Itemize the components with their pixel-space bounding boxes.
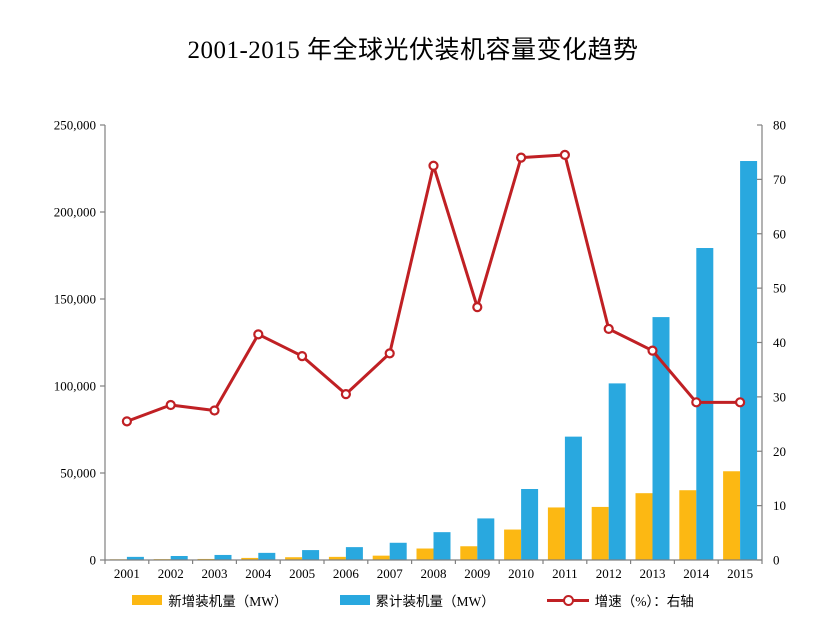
left-axis-tick-label: 100,000 bbox=[54, 379, 96, 394]
growth-rate-line bbox=[125, 153, 742, 423]
x-axis-label-2008: 2008 bbox=[421, 566, 447, 581]
bar-cumulative-capacity-2005 bbox=[302, 550, 320, 560]
bar-new-capacity-2007 bbox=[372, 555, 390, 560]
bar-cumulative-capacity-2010 bbox=[521, 489, 539, 560]
growth-rate-marker-2009 bbox=[472, 302, 483, 313]
legend-label-growth-rate: 增速（%）：右轴 bbox=[594, 594, 694, 609]
legend-item-growth-rate: 增速（%）：右轴 bbox=[546, 590, 694, 610]
chart-title: 2001-2015 年全球光伏装机容量变化趋势 bbox=[187, 37, 639, 64]
bar-new-capacity-2014 bbox=[679, 490, 697, 560]
right-axis-tick-label: 60 bbox=[773, 226, 786, 241]
bar-cumulative-capacity-2012 bbox=[608, 383, 626, 560]
growth-rate-marker-2003 bbox=[209, 405, 220, 416]
legend-label-new-capacity: 新增装机量（MW） bbox=[168, 594, 288, 609]
bar-cumulative-capacity-2014 bbox=[696, 248, 714, 560]
left-axis-tick-label: 50,000 bbox=[60, 466, 96, 481]
bar-new-capacity-2009 bbox=[460, 546, 478, 560]
x-axis-label-2007: 2007 bbox=[377, 566, 404, 581]
chart-legend: 新增装机量（MW） 累计装机量（MW） 增速（%）：右轴 bbox=[0, 590, 826, 610]
growth-rate-marker-2008 bbox=[428, 160, 439, 171]
bar-cumulative-capacity-2007 bbox=[389, 542, 407, 560]
x-axis-label-2002: 2002 bbox=[158, 566, 184, 581]
legend-line-marker-icon bbox=[546, 594, 589, 606]
bar-cumulative-capacity-2011 bbox=[564, 436, 582, 560]
bar-cumulative-capacity-2013 bbox=[652, 317, 670, 560]
bar-new-capacity-2010 bbox=[504, 529, 522, 560]
growth-rate-marker-2014 bbox=[691, 397, 702, 408]
bar-new-capacity-2004 bbox=[241, 557, 259, 560]
growth-rate-marker-2001 bbox=[121, 416, 133, 427]
x-axis-label-2010: 2010 bbox=[508, 566, 534, 581]
left-axis-tick-label: 150,000 bbox=[54, 292, 96, 307]
growth-rate-marker-2004 bbox=[253, 329, 264, 340]
bar-new-capacity-2006 bbox=[328, 556, 346, 560]
right-axis-tick-label: 30 bbox=[773, 389, 786, 404]
x-axis-label-2001: 2001 bbox=[114, 566, 140, 581]
bar-cumulative-capacity-2001 bbox=[126, 556, 144, 560]
right-axis-tick-label: 0 bbox=[773, 553, 780, 568]
growth-rate-marker-2007 bbox=[384, 348, 395, 359]
right-axis-tick-label: 80 bbox=[773, 118, 786, 133]
bar-new-capacity-2005 bbox=[285, 557, 303, 560]
legend-label-cumulative-capacity: 累计装机量（MW） bbox=[375, 594, 495, 609]
legend-item-cumulative-capacity: 累计装机量（MW） bbox=[339, 590, 495, 610]
growth-rate-marker-2015 bbox=[734, 397, 746, 408]
bar-new-capacity-2013 bbox=[635, 493, 653, 560]
growth-rate-marker-2005 bbox=[297, 350, 308, 362]
growth-rate-marker-2011 bbox=[559, 149, 571, 161]
bar-cumulative-capacity-2015 bbox=[740, 161, 758, 560]
growth-rate-marker-2013 bbox=[647, 345, 658, 356]
bar-new-capacity-2008 bbox=[416, 548, 434, 560]
bar-new-capacity-2011 bbox=[547, 507, 565, 560]
bar-cumulative-capacity-2002 bbox=[170, 555, 188, 560]
legend-growth-marker bbox=[562, 594, 574, 606]
growth-rate-marker-2002 bbox=[165, 399, 176, 411]
growth-rate-marker-2010 bbox=[515, 152, 527, 163]
bar-cumulative-capacity-2004 bbox=[258, 552, 276, 560]
right-axis-tick-label: 20 bbox=[773, 444, 786, 459]
right-axis-tick-label: 50 bbox=[773, 281, 786, 296]
x-axis-label-2014: 2014 bbox=[683, 566, 710, 581]
growth-rate-marker-2012 bbox=[603, 323, 614, 335]
growth-rate-marker-2006 bbox=[340, 389, 351, 400]
x-axis-label-2009: 2009 bbox=[464, 566, 490, 581]
x-axis-label-2003: 2003 bbox=[202, 566, 228, 581]
right-axis-tick-label: 70 bbox=[773, 172, 786, 187]
x-axis-label-2015: 2015 bbox=[727, 566, 753, 581]
legend-swatch-cumulative-capacity bbox=[339, 595, 370, 605]
legend-item-new-capacity: 新增装机量（MW） bbox=[132, 590, 288, 610]
right-axis-tick-label: 40 bbox=[773, 335, 786, 350]
bar-cumulative-capacity-2009 bbox=[477, 518, 495, 560]
left-axis-tick-label: 250,000 bbox=[54, 118, 96, 133]
left-axis-tick-label: 0 bbox=[90, 553, 97, 568]
legend-swatch-new-capacity bbox=[132, 595, 163, 605]
bar-new-capacity-2015 bbox=[723, 471, 741, 560]
x-axis-label-2012: 2012 bbox=[596, 566, 622, 581]
x-axis-label-2013: 2013 bbox=[640, 566, 666, 581]
right-axis-tick-label: 10 bbox=[773, 498, 786, 513]
bar-cumulative-capacity-2006 bbox=[345, 547, 363, 560]
x-axis-label-2004: 2004 bbox=[245, 566, 272, 581]
x-axis-label-2011: 2011 bbox=[552, 566, 578, 581]
left-axis-tick-label: 200,000 bbox=[54, 205, 96, 220]
bar-cumulative-capacity-2003 bbox=[214, 554, 232, 560]
bar-cumulative-capacity-2008 bbox=[433, 532, 451, 560]
bar-new-capacity-2012 bbox=[591, 506, 609, 560]
x-axis-label-2005: 2005 bbox=[289, 566, 315, 581]
x-axis-label-2006: 2006 bbox=[333, 566, 360, 581]
